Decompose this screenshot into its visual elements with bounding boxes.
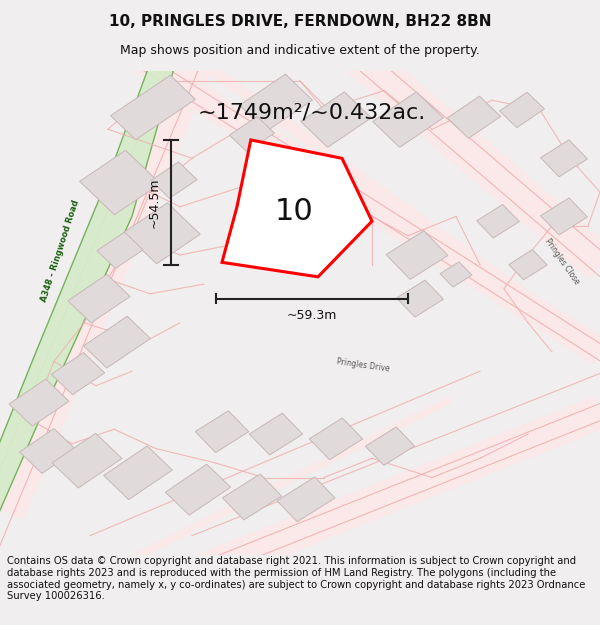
Polygon shape [239,74,313,131]
Text: ~1749m²/~0.432ac.: ~1749m²/~0.432ac. [198,102,426,122]
Polygon shape [448,96,500,138]
Polygon shape [373,92,443,148]
Polygon shape [397,280,443,317]
Polygon shape [0,47,180,579]
Polygon shape [230,116,274,152]
Polygon shape [83,316,151,368]
Polygon shape [386,231,448,279]
Polygon shape [166,464,230,515]
Polygon shape [301,92,371,148]
Polygon shape [20,429,76,473]
Polygon shape [52,433,122,488]
Polygon shape [223,474,281,520]
Text: Pringles Drive: Pringles Drive [336,357,390,373]
Text: ~59.3m: ~59.3m [287,309,337,322]
Polygon shape [541,198,587,235]
Text: ~54.5m: ~54.5m [147,177,160,227]
Polygon shape [52,352,104,394]
Text: Contains OS data © Crown copyright and database right 2021. This information is : Contains OS data © Crown copyright and d… [7,556,586,601]
Text: A348 - Ringwood Road: A348 - Ringwood Road [39,199,80,304]
Text: Map shows position and indicative extent of the property.: Map shows position and indicative extent… [120,44,480,57]
Polygon shape [509,249,547,280]
Polygon shape [68,274,130,323]
Polygon shape [9,379,69,426]
Polygon shape [309,418,363,460]
Polygon shape [110,75,196,140]
Text: 10, PRINGLES DRIVE, FERNDOWN, BH22 8BN: 10, PRINGLES DRIVE, FERNDOWN, BH22 8BN [109,14,491,29]
Polygon shape [440,262,472,287]
Text: 10: 10 [275,197,313,226]
Polygon shape [80,150,160,215]
Polygon shape [151,162,197,198]
Polygon shape [365,427,415,466]
Polygon shape [277,477,335,522]
Text: Pringles Close: Pringles Close [543,237,581,286]
Polygon shape [541,140,587,177]
Polygon shape [476,204,520,238]
Polygon shape [222,140,372,277]
Polygon shape [104,446,172,499]
Polygon shape [249,413,303,455]
Polygon shape [124,202,200,264]
Polygon shape [500,92,544,128]
Polygon shape [97,232,143,269]
Polygon shape [195,411,249,452]
